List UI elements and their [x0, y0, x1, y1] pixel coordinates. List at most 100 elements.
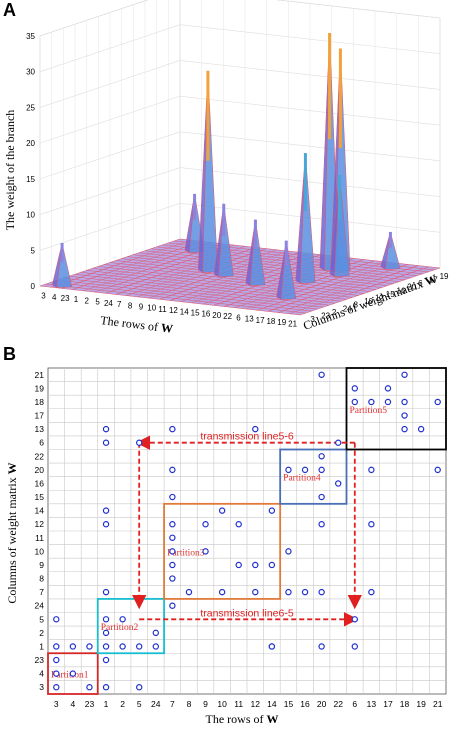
column-tick-label: 20 [407, 283, 416, 292]
x-tick-label: 18 [400, 699, 410, 709]
row-tick-label: 4 [52, 293, 57, 302]
scatter-point [102, 507, 110, 514]
row-tick-label: 2 [85, 296, 90, 305]
scatter-point [368, 398, 375, 406]
x-tick-label: 24 [151, 699, 161, 709]
peak-face [202, 70, 218, 273]
x-tick-label: 15 [284, 699, 294, 709]
row-tick-label: 5 [95, 298, 100, 307]
peak-face [384, 231, 401, 270]
peak-face [334, 175, 350, 278]
column-tick-label: 12 [375, 294, 384, 303]
scatter-point [301, 466, 309, 474]
y-tick-label: 8 [39, 574, 44, 584]
row-tick-label: 9 [139, 302, 144, 311]
scatter-point [368, 588, 375, 596]
scatter-point [136, 684, 143, 691]
row-tick-label: 7 [117, 300, 122, 309]
z-tick-label: 25 [26, 103, 35, 112]
scatter-point [136, 643, 143, 650]
x-tick-label: 1 [104, 699, 109, 709]
scatter-point [268, 507, 276, 514]
y-tick-label: 19 [35, 383, 45, 393]
scatter-point [102, 656, 110, 664]
y-tick-label: 15 [35, 492, 45, 502]
x-tick-label: 13 [367, 699, 377, 709]
scatter-point [86, 643, 93, 650]
scatter-point [318, 371, 325, 378]
mesh-line [133, 254, 394, 284]
scatter-point [119, 616, 126, 623]
scatter-point [285, 588, 292, 596]
scatter-x-axis-label: The rows of W [206, 712, 279, 726]
scatter-point [53, 656, 60, 664]
row-tick-label: 8 [128, 301, 133, 310]
scatter-grid [47, 367, 447, 695]
scatter-point [351, 398, 358, 406]
mesh-line [92, 268, 353, 298]
scatter-point [318, 643, 325, 650]
scatter-point [218, 507, 226, 514]
peak-face [218, 203, 234, 278]
x-tick-label: 20 [317, 699, 327, 709]
scatter-point [417, 425, 425, 433]
x-tick-label: 22 [333, 699, 343, 709]
y-tick-label: 21 [35, 370, 45, 380]
mesh-line [115, 260, 376, 290]
row-tick-label: 23 [61, 294, 70, 303]
x-tick-label: 4 [71, 699, 76, 709]
scatter-point [102, 439, 110, 446]
y-tick-label: 10 [35, 546, 45, 556]
scatter-point [185, 588, 193, 596]
column-tick-label: 15 [386, 290, 395, 299]
scatter-point [169, 493, 176, 501]
mesh-line [45, 283, 306, 314]
y-tick-label: 3 [39, 682, 44, 692]
scatter-point [102, 643, 110, 650]
scatter-point [102, 521, 110, 528]
scatter-point [401, 371, 408, 378]
mesh-line [69, 275, 330, 306]
scatter-point [318, 493, 325, 501]
y-tick-label: 12 [35, 519, 45, 529]
partition-label: Partition3 [167, 548, 205, 558]
y-tick-label: 22 [35, 451, 45, 461]
x-tick-label: 16 [300, 699, 310, 709]
column-tick-label: 8 [353, 301, 358, 310]
partition-label: Partition2 [101, 623, 139, 633]
row-tick-label: 13 [245, 315, 254, 324]
y-tick-label: 20 [35, 465, 45, 475]
x-tick-label: 14 [267, 699, 277, 709]
row-tick-label: 19 [277, 318, 286, 327]
scatter-point [285, 548, 292, 555]
partition-boxes: Partition1 Partition2 Partition3 Partition4… [47, 367, 447, 695]
x-tick-label: 10 [217, 699, 227, 709]
scatter-point [102, 425, 110, 433]
scatter-point [368, 521, 375, 528]
y-tick-label: 1 [39, 641, 44, 651]
x-tick-label: 7 [170, 699, 175, 709]
mesh-line [39, 285, 301, 316]
scatter-point [351, 616, 358, 623]
scatter-point [401, 412, 408, 419]
scatter-point [69, 643, 77, 650]
y-tick-label: 5 [39, 614, 44, 624]
x-tick-label: 19 [416, 699, 426, 709]
mesh-line [86, 270, 347, 300]
y-tick-label: 24 [35, 601, 45, 611]
scatter-point [301, 588, 309, 596]
y-tick-label: 11 [35, 533, 44, 543]
z-tick-label: 35 [26, 32, 35, 41]
mesh-line [104, 264, 365, 294]
scatter-point [318, 521, 325, 528]
scatter-point [235, 521, 242, 528]
column-tick-label: 19 [440, 272, 449, 281]
partition-label: Partition1 [51, 671, 89, 681]
z-tick-label: 20 [26, 139, 35, 148]
scatter-point [434, 466, 441, 474]
transmission-label: transmission line5-6 [200, 431, 294, 443]
column-tick-label: 2 [332, 308, 337, 317]
mesh-line [98, 266, 359, 296]
transmission-arrows: transmission line5-6 transmission line6-5 [132, 431, 362, 627]
scatter-point [268, 561, 276, 569]
